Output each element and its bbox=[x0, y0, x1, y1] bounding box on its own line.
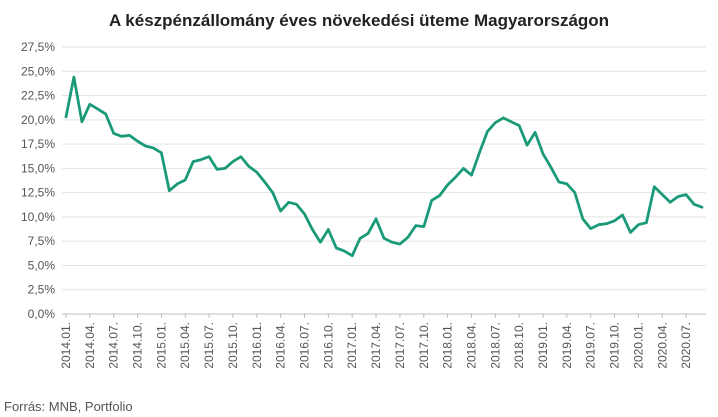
series bbox=[64, 75, 704, 258]
x-tick-label: 2014.10. bbox=[131, 322, 145, 369]
x-tick-label: 2016.01. bbox=[250, 322, 264, 369]
chart-title: A készpénzállomány éves növekedési üteme… bbox=[109, 11, 609, 30]
x-tick-label: 2019.07. bbox=[584, 322, 598, 369]
x-tick-label: 2016.10. bbox=[321, 322, 335, 369]
y-tick-label: 27,5% bbox=[21, 40, 55, 54]
x-tick-label: 2016.07. bbox=[297, 322, 311, 369]
x-axis: 2014.01. 2014.04. 2014.07. 2014.10. 2015.01.… bbox=[59, 314, 693, 369]
y-tick-label: 17,5% bbox=[21, 137, 55, 151]
x-tick-label: 2015.01. bbox=[154, 322, 168, 369]
grid bbox=[62, 46, 706, 315]
y-tick-label: 25,0% bbox=[21, 64, 55, 78]
x-tick-label: 2014.01. bbox=[59, 322, 73, 369]
y-tick-label: 0,0% bbox=[28, 307, 56, 321]
y-axis: 0,0% 2,5% 5,0% 7,5% 10,0% 12,5% 15,0% 17,5% 20,0… bbox=[21, 40, 55, 321]
source-note: Forrás: MNB, Portfolio bbox=[4, 399, 133, 414]
x-tick-label: 2019.10. bbox=[608, 322, 622, 369]
y-tick-label: 10,0% bbox=[21, 210, 55, 224]
series-line bbox=[64, 75, 704, 258]
x-tick-label: 2018.10. bbox=[512, 322, 526, 369]
x-tick-label: 2017.10. bbox=[417, 322, 431, 369]
x-tick-label: 2017.07. bbox=[393, 322, 407, 369]
x-tick-label: 2018.07. bbox=[488, 322, 502, 369]
x-tick-label: 2015.07. bbox=[202, 322, 216, 369]
x-tick-label: 2017.01. bbox=[345, 322, 359, 369]
x-tick-label: 2016.04. bbox=[274, 322, 288, 369]
y-tick-label: 2,5% bbox=[28, 283, 56, 297]
y-tick-label: 12,5% bbox=[21, 186, 55, 200]
y-tick-label: 5,0% bbox=[28, 258, 56, 272]
y-tick-label: 7,5% bbox=[28, 234, 56, 248]
y-tick-label: 15,0% bbox=[21, 161, 55, 175]
x-tick-label: 2020.01. bbox=[631, 322, 645, 369]
x-tick-label: 2020.04. bbox=[655, 322, 669, 369]
y-tick-label: 22,5% bbox=[21, 89, 55, 103]
x-tick-label: 2019.04. bbox=[560, 322, 574, 369]
x-tick-label: 2015.04. bbox=[178, 322, 192, 369]
x-tick-label: 2019.01. bbox=[536, 322, 550, 369]
x-tick-label: 2020.07. bbox=[679, 322, 693, 369]
x-tick-label: 2017.04. bbox=[369, 322, 383, 369]
x-tick-label: 2014.07. bbox=[107, 322, 121, 369]
x-tick-label: 2018.04. bbox=[464, 322, 478, 369]
x-tick-label: 2014.04. bbox=[83, 322, 97, 369]
x-tick-label: 2015.10. bbox=[226, 322, 240, 369]
x-tick-label: 2018.01. bbox=[441, 322, 455, 369]
y-tick-label: 20,0% bbox=[21, 113, 55, 127]
